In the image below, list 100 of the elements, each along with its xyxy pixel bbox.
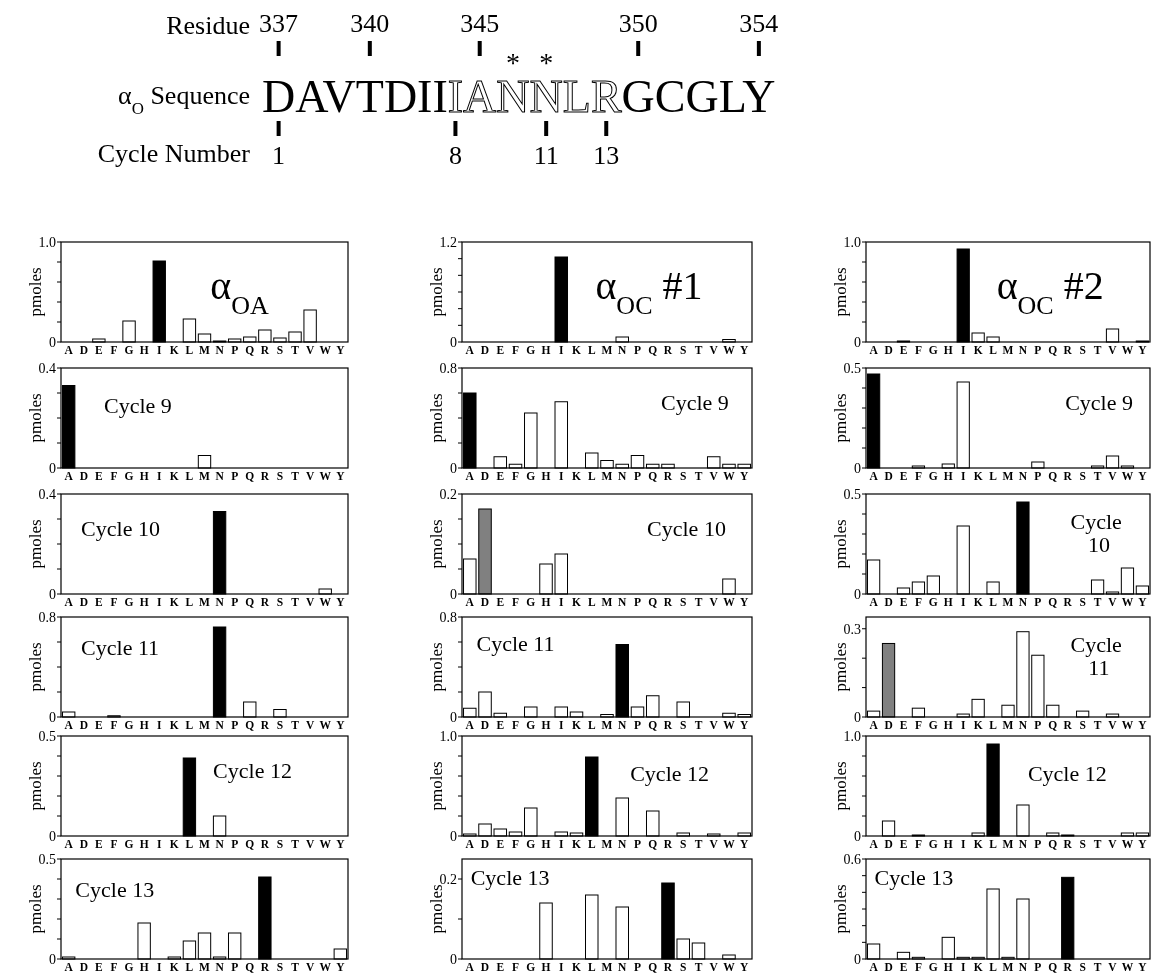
y-tick-label: 0 (854, 586, 861, 602)
x-tick-label: H (541, 470, 551, 482)
x-tick-label: R (663, 596, 673, 608)
x-tick-label: M (199, 596, 211, 608)
category-label: T (355, 71, 384, 122)
x-tick-label: Q (648, 470, 658, 482)
x-tick-label: K (572, 470, 582, 482)
x-tick-label: W (319, 838, 332, 850)
x-tick-label: N (618, 596, 628, 608)
category-label: D (383, 71, 418, 122)
x-tick-label: L (989, 344, 998, 356)
y-tick-label: 0 (854, 709, 861, 725)
text: α$_{OA}$ (210, 263, 269, 320)
x-tick-label: D (79, 961, 88, 973)
x-tick-label: E (496, 596, 505, 608)
x-tick-label: F (512, 838, 520, 850)
x-tick-label: Y (1138, 344, 1148, 356)
x-tick-label: K (572, 838, 582, 850)
text: 11 (533, 141, 559, 170)
x-tick-label: L (587, 961, 596, 973)
x-tick-label: T (1093, 344, 1102, 356)
x-tick-label: T (694, 961, 703, 973)
text: 13 (593, 141, 620, 170)
y-tick-label: 0.5 (38, 728, 56, 744)
x-tick-label: L (185, 344, 194, 356)
x-tick-label: H (541, 344, 551, 356)
x-tick-label: W (319, 470, 332, 482)
y-axis-title: pmoles (427, 642, 446, 692)
x-tick-label: E (496, 719, 505, 731)
x-tick-label: G (124, 961, 134, 973)
x-tick-label: L (185, 719, 194, 731)
text: 340 (350, 9, 390, 38)
x-tick-label: V (1108, 838, 1118, 850)
x-tick-label: Q (648, 961, 658, 973)
category-label: D (262, 71, 296, 122)
x-tick-label: P (1034, 344, 1042, 356)
y-axis-title: pmoles (427, 761, 446, 811)
x-tick-label: D (79, 344, 88, 356)
x-tick-label: A (465, 344, 475, 356)
y-tick-label: 0 (49, 828, 56, 844)
x-tick-label: D (884, 838, 893, 850)
x-tick-label: K (572, 344, 582, 356)
x-tick-label: T (694, 838, 703, 850)
x-tick-label: E (899, 961, 908, 973)
x-tick-label: V (1108, 596, 1118, 608)
x-tick-label: Q (1048, 470, 1058, 482)
x-tick-label: M (601, 961, 613, 973)
x-tick-label: H (943, 961, 953, 973)
y-axis-title: pmoles (831, 761, 850, 811)
x-tick-label: M (601, 838, 613, 850)
y-tick-label: 0 (854, 460, 861, 476)
text: α$_{OC}$ #1 (595, 263, 703, 320)
x-tick-label: M (1002, 838, 1014, 850)
category-label: G (685, 71, 719, 122)
x-tick-label: G (124, 344, 134, 356)
category-label: I (417, 71, 433, 122)
text: Cycle 9 (104, 393, 172, 418)
x-tick-label: V (709, 470, 719, 482)
x-tick-label: E (899, 470, 908, 482)
x-tick-label: F (512, 596, 520, 608)
x-tick-label: W (1121, 470, 1134, 482)
x-tick-label: T (291, 470, 300, 482)
chart-title: Cycle 13 (874, 865, 954, 890)
x-tick-label: R (1063, 470, 1073, 482)
x-tick-label: F (914, 719, 922, 731)
y-tick-label: 0 (854, 828, 861, 844)
x-tick-label: I (559, 719, 565, 731)
x-tick-label: S (1079, 838, 1086, 850)
x-tick-label: W (319, 344, 332, 356)
x-tick-label: R (260, 596, 270, 608)
x-tick-label: E (496, 838, 505, 850)
x-tick-label: L (185, 838, 194, 850)
category-label: Y (742, 71, 776, 122)
x-tick-label: Q (245, 596, 255, 608)
x-tick-label: Q (1048, 719, 1058, 731)
x-tick-label: D (884, 961, 893, 973)
x-tick-label: E (95, 470, 104, 482)
x-tick-label: A (869, 838, 879, 850)
text: Cycle 11 (81, 635, 160, 660)
x-tick-label: N (618, 344, 628, 356)
x-tick-label: L (587, 344, 596, 356)
x-tick-label: P (1034, 470, 1042, 482)
x-tick-label: E (899, 344, 908, 356)
x-tick-label: L (587, 719, 596, 731)
x-tick-label: N (618, 838, 628, 850)
x-tick-label: T (1093, 470, 1102, 482)
x-tick-label: D (79, 470, 88, 482)
x-tick-label: M (1002, 470, 1014, 482)
x-tick-label: D (884, 596, 893, 608)
x-tick-label: Y (336, 470, 346, 482)
x-tick-label: Q (1048, 344, 1058, 356)
x-tick-label: I (156, 596, 162, 608)
x-tick-label: S (680, 838, 687, 850)
x-tick-label: N (215, 838, 225, 850)
x-tick-label: Q (1048, 596, 1058, 608)
x-tick-label: K (973, 596, 983, 608)
x-tick-label: E (899, 596, 908, 608)
x-tick-label: Y (740, 470, 750, 482)
x-tick-label: H (139, 596, 149, 608)
x-tick-label: F (110, 344, 118, 356)
